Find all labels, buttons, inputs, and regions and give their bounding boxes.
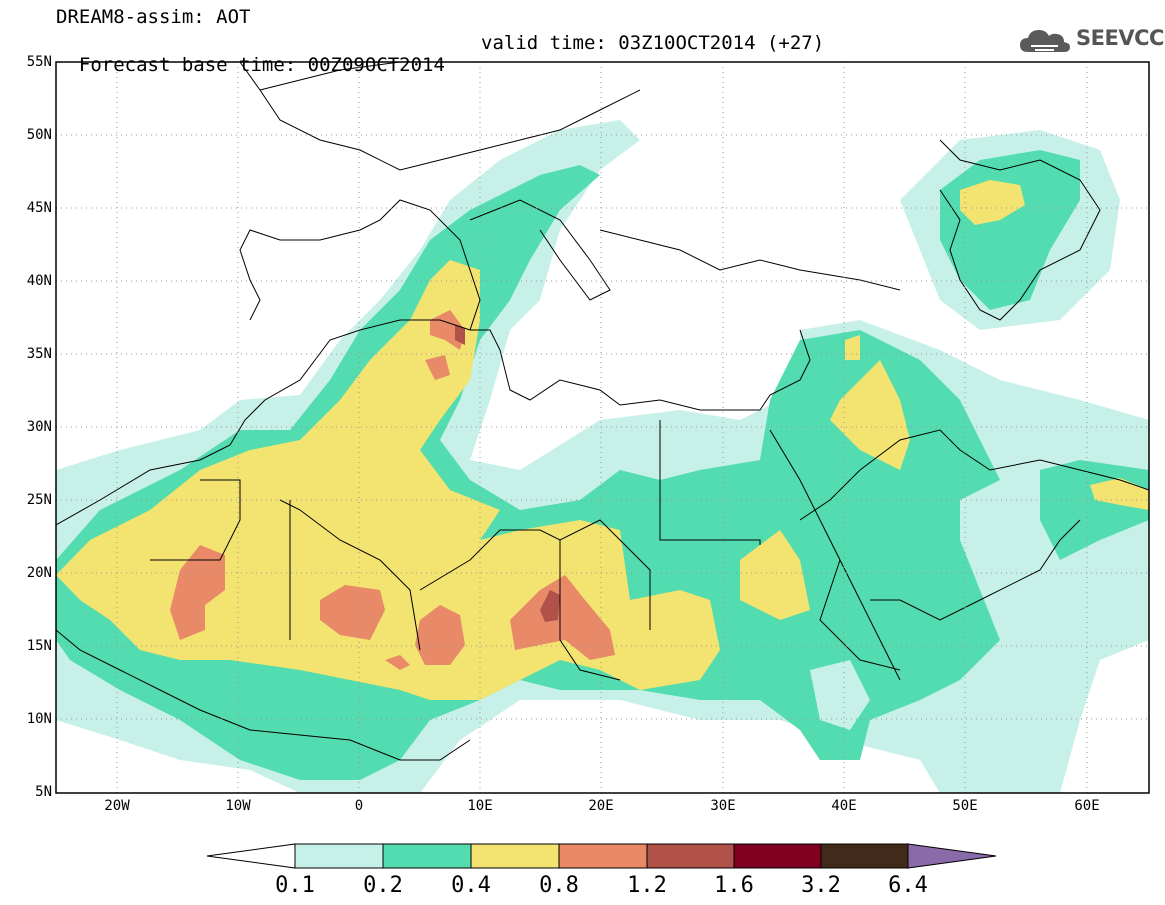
lat-tick-label: 30N: [26, 419, 52, 435]
lon-tick-label: 50E: [952, 798, 978, 814]
lon-tick-label: 40E: [831, 798, 857, 814]
lon-tick-label: 60E: [1074, 798, 1100, 814]
colorbar: [206, 843, 997, 869]
lat-tick-label: 25N: [26, 492, 52, 508]
colorbar-label: 1.6: [714, 873, 754, 898]
valid-time: valid time: 03Z10OCT2014 (+27): [481, 32, 825, 54]
colorbar-low-arrow: [206, 843, 296, 869]
colorbar-swatch: [646, 843, 735, 869]
seevccc-logo: SEEVCCC: [1018, 24, 1165, 56]
colorbar-label: 0.4: [451, 873, 491, 898]
colorbar-swatch: [820, 843, 909, 869]
aot-field: [56, 120, 1149, 793]
aot-band-0.8: [170, 310, 615, 670]
map-title: DREAM8-assim: AOT: [56, 6, 251, 28]
colorbar-label: 1.2: [627, 873, 667, 898]
lon-tick-label: 10E: [467, 798, 493, 814]
logo-text: SEEVCCC: [1076, 26, 1165, 50]
lon-tick-label: 20E: [588, 798, 614, 814]
colorbar-swatch: [733, 843, 822, 869]
lat-tick-label: 5N: [35, 784, 52, 800]
lat-tick-label: 50N: [26, 127, 52, 143]
lat-tick-label: 20N: [26, 565, 52, 581]
colorbar-label: 3.2: [801, 873, 841, 898]
lat-tick-label: 35N: [26, 346, 52, 362]
colorbar-swatch: [558, 843, 648, 869]
lon-tick-label: 30E: [710, 798, 736, 814]
coastlines: [56, 62, 1149, 761]
aot-band-1.2: [455, 325, 560, 622]
lat-tick-label: 15N: [26, 638, 52, 654]
map-grid: [56, 62, 1149, 793]
forecast-times: Forecast base time: 00Z09OCT2014 valid t…: [56, 32, 824, 98]
colorbar-swatch: [294, 843, 384, 869]
cloud-icon: [1020, 30, 1070, 52]
colorbar-label: 0.8: [539, 873, 579, 898]
lat-tick-label: 45N: [26, 200, 52, 216]
lon-tick-label: 0: [354, 798, 364, 814]
lon-tick-label: 20W: [104, 798, 130, 814]
map-frame: [55, 61, 1150, 794]
lat-tick-label: 40N: [26, 273, 52, 289]
colorbar-swatch: [382, 843, 472, 869]
colorbar-swatch: [470, 843, 560, 869]
colorbar-high-arrow: [907, 843, 997, 869]
colorbar-label: 0.1: [275, 873, 315, 898]
lat-tick-label: 10N: [26, 711, 52, 727]
colorbar-label: 6.4: [888, 873, 928, 898]
lat-tick-label: 55N: [26, 54, 52, 70]
colorbar-label: 0.2: [363, 873, 403, 898]
lon-tick-label: 10W: [225, 798, 251, 814]
